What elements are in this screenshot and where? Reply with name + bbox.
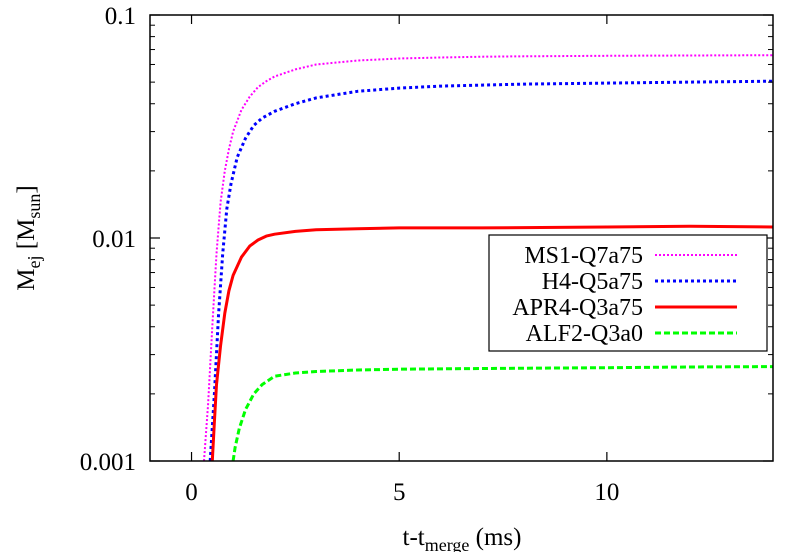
series-line-alf2-q3a0 [231,365,774,462]
x-tick-label: 5 [393,479,406,506]
y-axis-title-tail: ] [13,185,40,193]
series-line-h4-q5a75 [208,79,774,462]
legend-label: MS1-Q7a75 [524,243,643,269]
series-line-ms1-q7a75 [203,54,774,462]
y-axis-title: Mej [Msun] [13,185,44,290]
x-tick-label: 0 [185,479,198,506]
y-tick-label: 0.001 [80,449,136,476]
legend-label: ALF2-Q3a0 [526,321,643,347]
y-axis-title-mid: [M [13,219,40,256]
y-axis-title-sub1: ej [24,255,44,268]
y-tick-label: 0.1 [105,3,136,30]
series-line-apr4-q3a75 [210,224,774,462]
x-axis-title-tail: (ms) [469,524,521,551]
x-axis-title: t-tmerge (ms) [403,524,522,552]
legend-label: H4-Q5a75 [542,269,643,295]
y-axis-title-sub2: sun [24,194,44,219]
x-axis-title-main: t-t [403,524,425,551]
x-axis-title-sub: merge [425,535,470,552]
legend-label: APR4-Q3a75 [512,295,643,321]
y-axis-title-main: M [13,268,40,290]
y-tick-label: 0.01 [92,226,136,253]
x-tick-label: 10 [594,479,619,506]
series-layer [203,54,774,462]
tick-layer: 0 5 10 0.001 0.01 0.1 [80,3,773,506]
